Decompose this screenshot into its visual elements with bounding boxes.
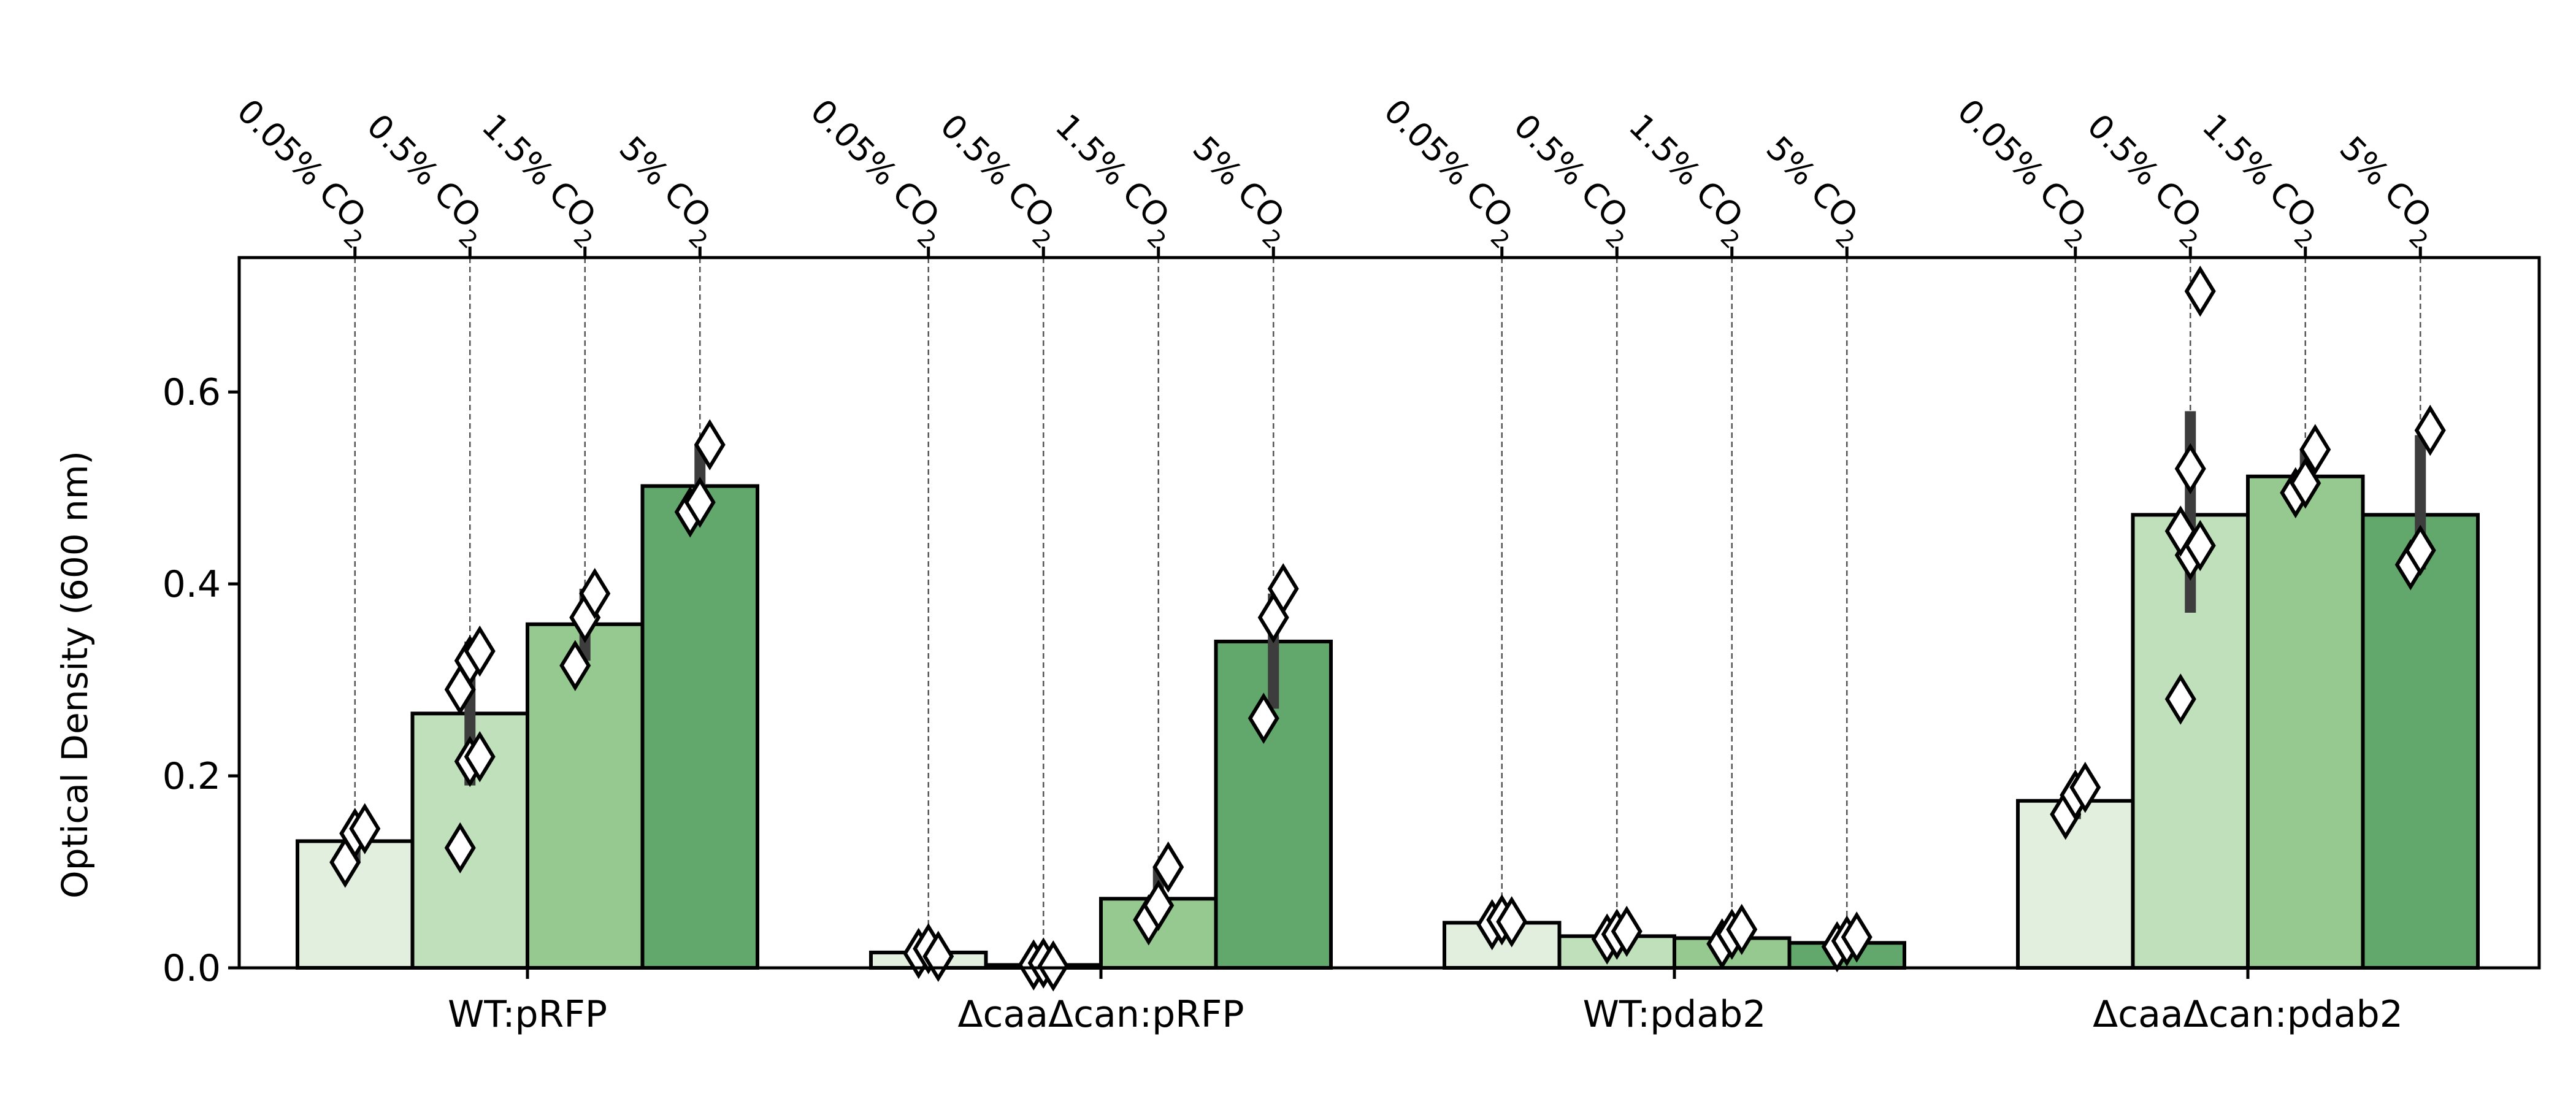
top-condition-label: 5% CO2 [1178,129,1303,254]
data-point [1496,896,1528,948]
top-condition-label: 0.05% CO2 [795,91,958,254]
x-tick-label: ΔcaaΔcan:pdab2 [2093,993,2403,1036]
data-point [2174,443,2206,495]
y-tick-label: 0.4 [163,563,221,606]
data-point [694,419,726,470]
top-condition-label: 1.5% CO2 [467,107,614,254]
x-tick-label: WT:pdab2 [1583,993,1766,1036]
top-condition-label: 5% CO2 [604,129,729,254]
data-point [1841,911,1873,963]
top-condition-label: 1.5% CO2 [2187,107,2334,254]
top-condition-label: 0.5% CO2 [1498,107,1646,254]
top-condition-label: 1.5% CO2 [1614,107,1761,254]
data-point [349,803,381,854]
data-point [444,822,476,874]
y-tick-label: 0.0 [163,947,221,990]
data-point [684,477,716,528]
data-point [2069,762,2101,813]
x-tick-label: WT:pRFP [448,993,607,1036]
data-point [1267,563,1299,615]
top-condition-label: 5% CO2 [1751,129,1876,254]
data-point [1726,903,1758,956]
data-point [2290,457,2321,509]
top-condition-label: 5% CO2 [2325,129,2450,254]
top-condition-label: 0.5% CO2 [351,107,499,254]
data-point [1037,940,1069,992]
axes-frame [237,256,2541,970]
data-point [1248,692,1279,744]
plot-area: 0.0 0.2 0.4 0.6 WT:pRFP ΔcaaΔcan:pRFP WT:pdab2… [163,256,2541,1036]
x-tick-label: ΔcaaΔcan:pRFP [957,993,1244,1036]
bar [640,484,759,970]
bar [2016,799,2135,970]
top-condition-label: 0.5% CO2 [925,107,1072,254]
data-point [579,567,611,619]
bar [2246,474,2365,970]
top-condition-label: 1.5% CO2 [1040,107,1187,254]
data-point [1152,841,1184,893]
data-point [2164,505,2196,557]
data-point [559,640,591,691]
top-condition-label: 0.05% CO2 [1369,91,1531,254]
top-condition-label: 0.05% CO2 [1942,91,2105,254]
bar [526,622,645,970]
data-point [1143,880,1175,932]
y-tick-label: 0.2 [163,755,221,798]
data-point [1611,905,1643,957]
bar [2361,513,2480,970]
data-point [2184,266,2216,317]
data-point [464,625,496,677]
data-point [2404,524,2436,577]
data-point [2414,404,2446,456]
top-condition-label: 0.5% CO2 [2072,107,2219,254]
data-point [2299,424,2331,475]
y-axis-label: Optical Density (600 nm) [54,451,96,899]
y-tick-label: 0.6 [163,371,221,414]
data-point [464,730,496,783]
data-point [2164,673,2196,725]
top-condition-label: 0.05% CO2 [222,91,385,254]
